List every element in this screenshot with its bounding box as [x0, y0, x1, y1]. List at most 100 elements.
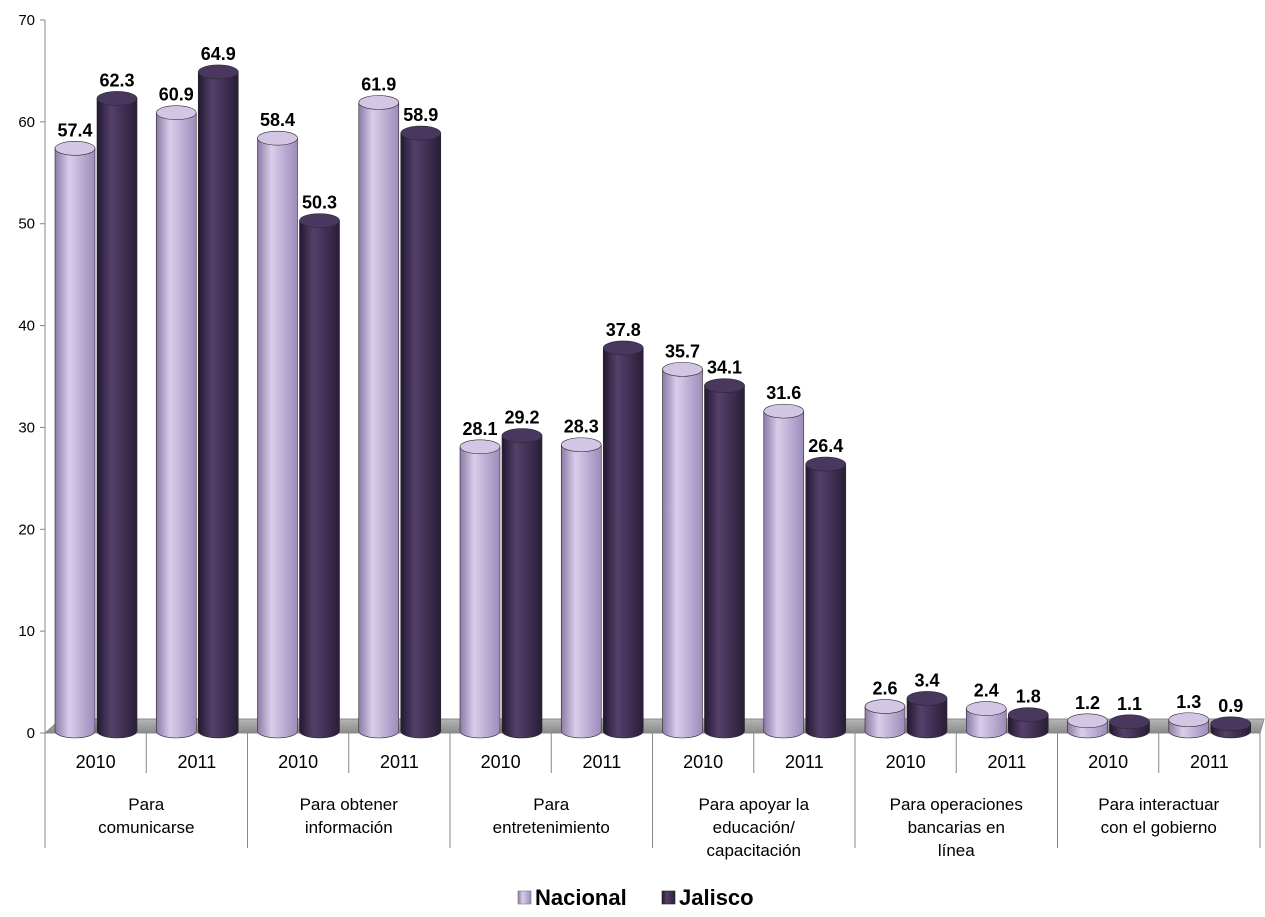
- value-label-nacional: 58.4: [260, 110, 295, 130]
- bar-body: [501, 435, 543, 739]
- value-label-nacional: 61.9: [361, 75, 396, 95]
- bar-body: [155, 112, 197, 739]
- category-label: entretenimiento: [493, 818, 610, 837]
- bar-nacional: [257, 130, 298, 739]
- category-label: Para operaciones: [890, 795, 1023, 814]
- category-label: Para apoyar la: [698, 795, 809, 814]
- y-tick-label: 0: [27, 725, 35, 742]
- legend: Nacional Jalisco: [517, 885, 754, 910]
- category-label: Para interactuar: [1098, 795, 1219, 814]
- legend-label-jalisco: Jalisco: [679, 885, 754, 910]
- legend-swatch-nacional: [517, 890, 532, 905]
- value-label-jalisco: 1.1: [1117, 694, 1142, 714]
- bar-nacional: [864, 699, 906, 739]
- bar-jalisco: [805, 456, 847, 739]
- bar-nacional: [155, 105, 197, 739]
- value-label-jalisco: 1.8: [1016, 687, 1041, 707]
- bar-cap: [805, 456, 847, 472]
- bar-jalisco: [1109, 714, 1150, 739]
- value-label-jalisco: 62.3: [99, 70, 134, 90]
- bar-cap: [1168, 712, 1210, 728]
- value-label-jalisco: 37.8: [606, 320, 641, 340]
- bars: [54, 64, 1252, 739]
- year-label: 2011: [785, 752, 824, 772]
- category-label: educación/: [713, 818, 796, 837]
- category-label: bancarias en: [908, 818, 1005, 837]
- y-tick-label: 40: [18, 318, 35, 335]
- bar-cap: [965, 701, 1007, 716]
- bar-nacional: [763, 403, 805, 739]
- value-label-jalisco: 50.3: [302, 193, 337, 213]
- category-label: capacitación: [706, 841, 801, 860]
- bar-cap: [299, 213, 340, 228]
- bar-cap: [96, 91, 138, 106]
- y-tick-label: 60: [18, 114, 35, 131]
- bar-cap: [662, 362, 703, 377]
- axes: 0 10 20 30 40 50 60 70: [18, 12, 1265, 848]
- value-label-jalisco: 34.1: [707, 358, 742, 378]
- bar-cap: [197, 64, 239, 80]
- bar-body: [763, 410, 805, 739]
- value-label-nacional: 2.4: [974, 681, 999, 701]
- bar-body: [864, 706, 906, 739]
- legend-swatch-jalisco: [661, 890, 676, 905]
- bar-cap: [602, 340, 644, 356]
- category-label: Para: [128, 795, 164, 814]
- bar-nacional: [560, 437, 602, 739]
- year-label: 2011: [988, 752, 1027, 772]
- bar-cap: [358, 95, 400, 110]
- bar-body: [805, 463, 847, 739]
- value-label-jalisco: 0.9: [1218, 696, 1243, 716]
- category-label: línea: [938, 841, 975, 860]
- bar-cap: [1007, 707, 1049, 722]
- value-label-nacional: 1.3: [1176, 692, 1201, 712]
- bar-jalisco: [602, 340, 644, 739]
- bar-cap: [257, 130, 298, 146]
- value-label-nacional: 35.7: [665, 341, 700, 361]
- year-label: 2010: [76, 752, 116, 772]
- y-tick-label: 20: [18, 521, 35, 538]
- year-label: 2010: [683, 752, 723, 772]
- bar-cap: [54, 141, 96, 156]
- bar-cap: [763, 403, 805, 419]
- category-label: con el gobierno: [1101, 818, 1217, 837]
- value-label-nacional: 57.4: [57, 120, 92, 140]
- bar-body: [459, 446, 501, 739]
- bar-jalisco: [1210, 716, 1252, 739]
- value-label-nacional: 1.2: [1075, 693, 1100, 713]
- bar-cap: [501, 428, 543, 443]
- bar-cap: [704, 378, 745, 393]
- y-tick-label: 70: [18, 12, 35, 29]
- legend-label-nacional: Nacional: [535, 885, 627, 910]
- category-label: información: [305, 818, 393, 837]
- bar-cap: [560, 437, 602, 453]
- y-tick-label: 10: [18, 623, 35, 640]
- bar-body: [96, 98, 138, 739]
- year-label: 2010: [1088, 752, 1128, 772]
- bar-body: [602, 347, 644, 739]
- bar-body: [906, 698, 948, 739]
- value-label-jalisco: 58.9: [403, 105, 438, 125]
- bar-body: [400, 132, 442, 739]
- value-label-nacional: 28.3: [564, 417, 599, 437]
- year-label: 2011: [178, 752, 217, 772]
- bar-cap: [1067, 713, 1108, 729]
- value-label-jalisco: 26.4: [808, 436, 843, 456]
- bar-cap: [400, 125, 442, 141]
- bar-body: [965, 708, 1007, 739]
- bar-nacional: [965, 701, 1007, 739]
- bar-cap: [906, 691, 948, 706]
- bar-body: [197, 71, 239, 739]
- value-label-nacional: 28.1: [462, 419, 497, 439]
- value-label-nacional: 60.9: [159, 85, 194, 105]
- value-label-jalisco: 3.4: [914, 670, 939, 690]
- bar-jalisco: [704, 378, 745, 739]
- category-label: comunicarse: [98, 818, 194, 837]
- bar-body: [358, 102, 400, 739]
- year-label: 2010: [278, 752, 318, 772]
- bar-jalisco: [400, 125, 442, 739]
- year-label: 2011: [1190, 752, 1229, 772]
- bar-body: [560, 444, 602, 739]
- bar-cap: [864, 699, 906, 714]
